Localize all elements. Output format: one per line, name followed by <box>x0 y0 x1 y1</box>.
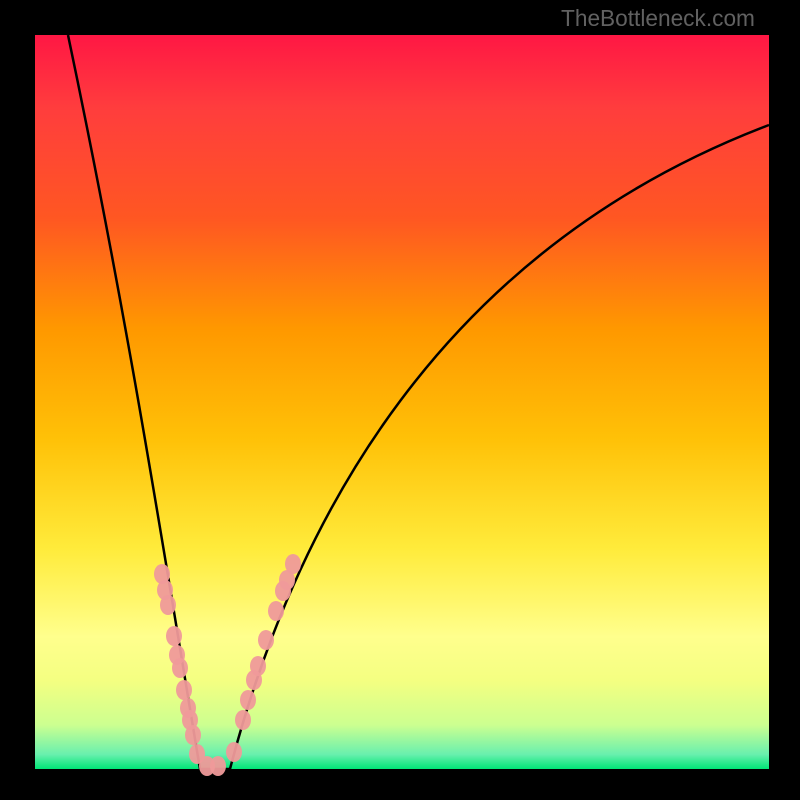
data-marker <box>285 554 301 574</box>
data-marker <box>172 658 188 678</box>
data-marker <box>185 725 201 745</box>
data-marker <box>240 690 256 710</box>
data-marker <box>235 710 251 730</box>
data-marker <box>258 630 274 650</box>
data-marker <box>176 680 192 700</box>
data-marker <box>268 601 284 621</box>
data-marker <box>226 742 242 762</box>
data-marker <box>210 756 226 776</box>
data-marker <box>166 626 182 646</box>
data-marker <box>160 595 176 615</box>
curve-layer <box>0 0 800 800</box>
data-marker <box>250 656 266 676</box>
markers-left-group <box>154 564 226 776</box>
chart-container: TheBottleneck.com <box>0 0 800 800</box>
